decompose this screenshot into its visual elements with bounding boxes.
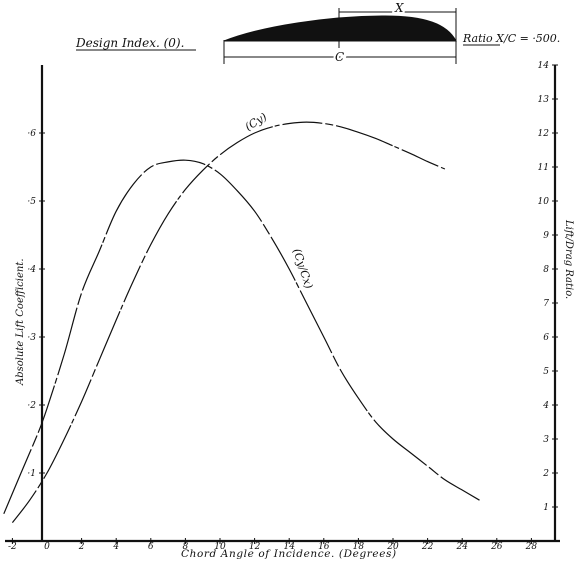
y-axis-label: Absolute Lift Coefficient.	[15, 259, 26, 387]
x-tick-label: 4	[112, 542, 119, 552]
series-label-cy-cx: (Cy/Cx)	[290, 247, 315, 291]
y2-tick-label: 11	[538, 163, 549, 173]
x-tick-label: 24	[455, 542, 468, 552]
series-line-cy	[11, 121, 446, 523]
dim-c-label: C	[335, 50, 344, 64]
y2-tick-label: 14	[538, 61, 550, 71]
x-axis-label: Chord Angle of Incidence. (Degrees)	[181, 548, 397, 560]
x-tick-label: 12	[249, 542, 261, 552]
y2-tick-label: 4	[542, 401, 549, 411]
y-tick-label: ·6	[27, 129, 36, 139]
aerofoil-section-diagram: X C	[223, 0, 457, 66]
series-line-cy-cx	[3, 159, 480, 515]
y2-tick-label: 2	[542, 469, 549, 479]
y2-tick-label: 12	[538, 129, 550, 139]
y-tick-label: ·1	[27, 469, 36, 479]
x-tick-label: 28	[525, 542, 538, 552]
x-tick-label: 20	[386, 542, 399, 552]
y2-axis-label: Lift/Drag Ratio.	[563, 219, 574, 299]
x-tick-label: 14	[283, 542, 295, 552]
y2-tick-label: 5	[543, 367, 549, 377]
x-tick-label: 0	[44, 542, 50, 552]
x-tick-label: 22	[421, 542, 434, 552]
y-axis-ticks: ·1 ·2 ·3 ·4 ·5 ·6	[27, 129, 45, 479]
y2-tick-label: 6	[543, 333, 549, 343]
y2-tick-label: 3	[543, 435, 549, 445]
y2-tick-label: 1	[543, 503, 549, 513]
y-tick-label: ·4	[27, 265, 36, 275]
y-tick-label: ·3	[27, 333, 36, 343]
y2-tick-label: 13	[538, 95, 550, 105]
x-tick-label: 16	[318, 542, 330, 552]
x-tick-label: 2	[78, 542, 85, 552]
x-axis-ticks: -2 0 2 4 6 8 10 12 14 16 18 20 22 24 26 28	[8, 538, 537, 552]
x-tick-label: 6	[148, 542, 154, 552]
aerofoil-shape	[223, 15, 457, 42]
x-tick-label: 10	[214, 542, 226, 552]
ratio-label: Ratio X/C = ·500.	[462, 32, 560, 45]
x-tick-label: 26	[490, 542, 503, 552]
y2-tick-label: 10	[538, 197, 550, 207]
y-tick-label: ·2	[27, 401, 36, 411]
y2-tick-label: 7	[543, 299, 549, 309]
x-tick-label: 18	[353, 542, 365, 552]
y2-tick-label: 9	[543, 231, 549, 241]
series-label-cy: (Cy)	[243, 110, 270, 133]
x-tick-label: 8	[183, 542, 189, 552]
dim-x-label: X	[394, 1, 404, 15]
y2-tick-label: 8	[543, 265, 549, 275]
design-index-label: Design Index. (0).	[75, 36, 184, 50]
x-tick-label: -2	[8, 542, 17, 552]
y-tick-label: ·5	[27, 197, 36, 207]
